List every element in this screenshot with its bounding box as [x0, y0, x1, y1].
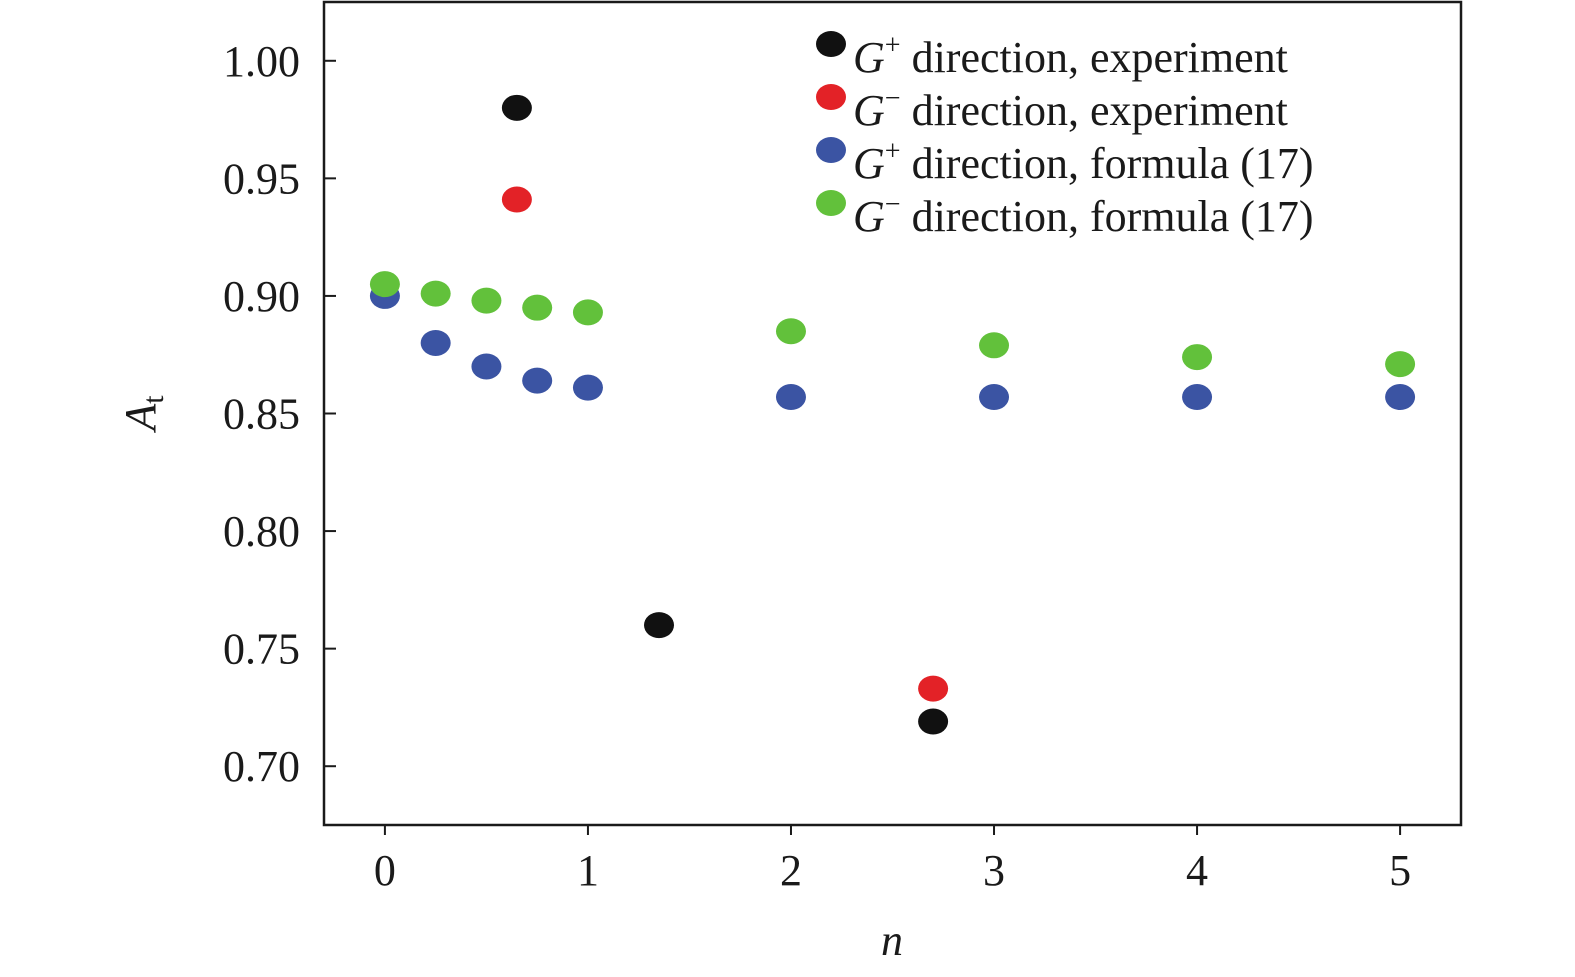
- data-point: [1385, 384, 1416, 411]
- y-tick-label: 0.85: [223, 390, 300, 439]
- legend-marker: [816, 190, 846, 216]
- data-point: [775, 318, 806, 345]
- data-point: [979, 384, 1010, 411]
- legend-label: direction, formula (17): [901, 192, 1314, 241]
- y-axis-label: At: [116, 395, 170, 434]
- plot-frame: [322, 0, 1463, 827]
- y-tick-label: 0.75: [223, 625, 300, 674]
- x-tick-label: 2: [780, 846, 802, 895]
- legend-entry: G− direction, formula (17): [853, 189, 1314, 241]
- x-tick-label: 3: [983, 846, 1005, 895]
- legend-entry: G+ direction, formula (17): [853, 136, 1314, 188]
- x-tick-label: 5: [1389, 846, 1411, 895]
- data-point: [1385, 351, 1416, 378]
- x-axis-label: n: [881, 916, 903, 965]
- data-point: [1182, 384, 1213, 411]
- legend-marker: [816, 137, 846, 163]
- data-point: [501, 186, 532, 213]
- legend-entry: G+ direction, experiment: [853, 30, 1288, 82]
- data-point: [918, 675, 949, 702]
- x-tick-label: 1: [577, 846, 599, 895]
- legend-marker: [816, 31, 846, 57]
- data-point: [471, 287, 502, 314]
- legend-symbol: G: [853, 139, 885, 188]
- data-point: [572, 374, 603, 401]
- data-points: [369, 94, 1416, 735]
- legend-symbol: G: [853, 86, 885, 135]
- legend-label: direction, experiment: [901, 33, 1288, 82]
- legend-superscript: +: [885, 136, 901, 167]
- data-point: [420, 329, 451, 356]
- legend-symbol: G: [853, 33, 885, 82]
- data-point: [471, 353, 502, 380]
- data-point: [979, 332, 1010, 359]
- y-axis-label-main: A: [116, 403, 165, 434]
- data-point: [369, 271, 400, 298]
- y-tick-label: 0.95: [223, 154, 300, 203]
- y-axis: 0.70 0.75 0.80 0.85 0.90 0.95 1.00: [223, 37, 336, 791]
- y-tick-label: 0.70: [223, 742, 300, 791]
- data-point: [420, 280, 451, 307]
- x-axis: 0 1 2 3 4 5: [374, 825, 1411, 895]
- data-point: [644, 612, 675, 639]
- legend-entry: G− direction, experiment: [853, 83, 1288, 135]
- x-tick-label: 4: [1186, 846, 1208, 895]
- legend-marker: [816, 84, 846, 110]
- data-point: [775, 384, 806, 411]
- data-point: [522, 294, 553, 321]
- y-tick-label: 0.80: [223, 507, 300, 556]
- data-point: [918, 708, 949, 735]
- x-tick-label: 0: [374, 846, 396, 895]
- y-tick-label: 1.00: [223, 37, 300, 86]
- y-tick-label: 0.90: [223, 272, 300, 321]
- legend-superscript: −: [885, 189, 901, 220]
- data-point: [522, 367, 553, 394]
- data-point: [1182, 344, 1213, 371]
- legend-superscript: −: [885, 83, 901, 114]
- data-point: [501, 94, 532, 121]
- data-point: [572, 299, 603, 326]
- legend-label: direction, formula (17): [901, 139, 1314, 188]
- svg-text:At: At: [116, 395, 170, 434]
- legend-symbol: G: [853, 192, 885, 241]
- legend-superscript: +: [885, 30, 901, 61]
- y-axis-label-subscript: t: [137, 395, 170, 404]
- legend-label: direction, experiment: [901, 86, 1288, 135]
